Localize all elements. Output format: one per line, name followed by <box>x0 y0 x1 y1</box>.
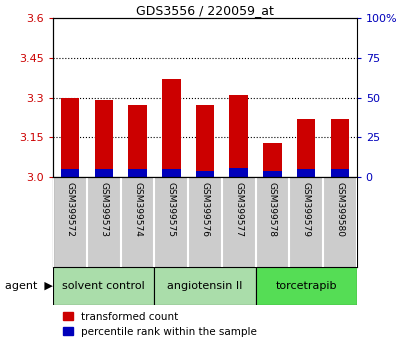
Text: GSM399575: GSM399575 <box>166 182 175 237</box>
Text: agent  ▶: agent ▶ <box>5 281 53 291</box>
Bar <box>263 171 281 177</box>
Text: GSM399579: GSM399579 <box>301 182 310 237</box>
Bar <box>61 169 79 177</box>
Bar <box>128 169 146 177</box>
Bar <box>162 79 180 169</box>
Text: GSM399576: GSM399576 <box>200 182 209 237</box>
Text: GSM399578: GSM399578 <box>267 182 276 237</box>
Legend: transformed count, percentile rank within the sample: transformed count, percentile rank withi… <box>58 308 261 341</box>
Bar <box>61 97 79 169</box>
Title: GDS3556 / 220059_at: GDS3556 / 220059_at <box>136 4 273 17</box>
Bar <box>296 119 315 169</box>
Bar <box>53 267 154 304</box>
Bar <box>162 169 180 177</box>
Bar <box>255 267 356 304</box>
Bar <box>229 168 247 177</box>
Text: GSM399573: GSM399573 <box>99 182 108 237</box>
Bar <box>229 95 247 168</box>
Text: GSM399572: GSM399572 <box>65 182 74 237</box>
Bar <box>195 105 214 171</box>
Bar <box>195 171 214 177</box>
Bar <box>94 100 113 169</box>
Text: GSM399580: GSM399580 <box>335 182 344 237</box>
Text: GSM399577: GSM399577 <box>234 182 243 237</box>
Text: GSM399574: GSM399574 <box>133 182 142 237</box>
Text: solvent control: solvent control <box>62 281 145 291</box>
Bar <box>94 169 113 177</box>
Bar <box>330 119 348 169</box>
Bar <box>128 105 146 169</box>
Bar <box>330 169 348 177</box>
Bar <box>296 169 315 177</box>
Text: torcetrapib: torcetrapib <box>275 281 336 291</box>
Bar <box>263 143 281 171</box>
Bar <box>154 267 255 304</box>
Text: angiotensin II: angiotensin II <box>167 281 242 291</box>
